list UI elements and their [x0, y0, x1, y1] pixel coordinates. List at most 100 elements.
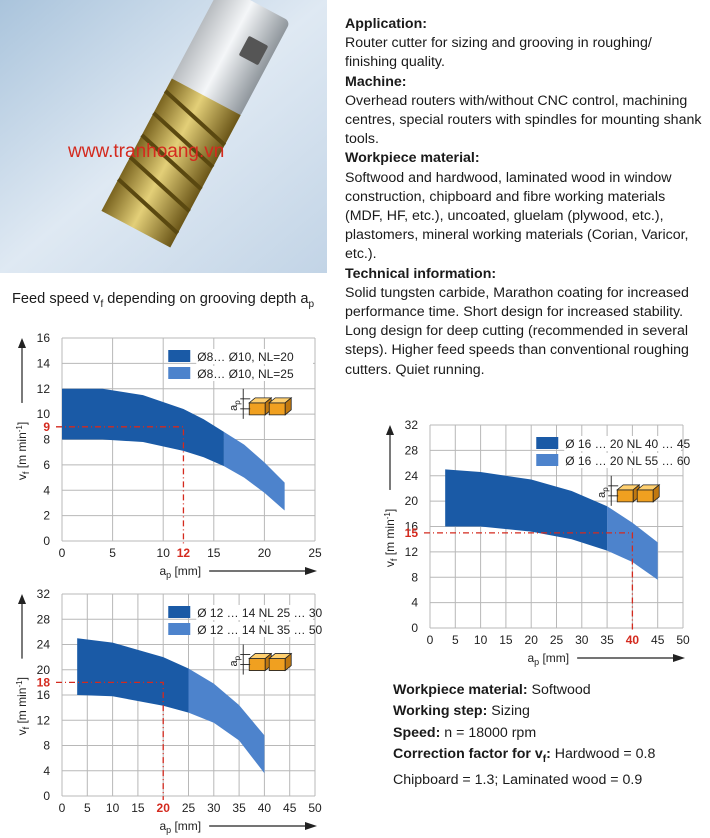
- series-band-dark: [445, 469, 608, 551]
- x-tick-label: 25: [308, 546, 322, 560]
- legend-label: Ø 16 … 20 NL 55 … 60: [565, 454, 690, 468]
- x-tick-label: 0: [59, 801, 66, 815]
- y-tick-label: 12: [37, 713, 51, 727]
- block-front: [268, 658, 286, 671]
- y-tick-label: 24: [37, 638, 51, 652]
- y-tick-label: 32: [37, 587, 51, 601]
- y-tick-label: 20: [37, 663, 51, 677]
- y-tick-label: 12: [37, 382, 51, 396]
- marker-x-label: 12: [177, 546, 191, 560]
- workpiece-icon: ap: [596, 475, 661, 506]
- marker-y-label: 9: [43, 420, 50, 434]
- sizing-info: Workpiece material: Softwood Working ste…: [393, 682, 656, 789]
- y-axis-label: vf [m min-1]: [15, 422, 31, 480]
- y-tick-label: 0: [43, 534, 50, 548]
- x-tick-label: 25: [182, 801, 196, 815]
- block-front: [636, 489, 654, 503]
- marker-x-label-bg: [623, 632, 642, 647]
- y-axis-arrow-head: [18, 338, 26, 348]
- x-tick-label: 15: [207, 546, 221, 560]
- x-tick-label: 0: [59, 546, 66, 560]
- x-tick-label: 50: [676, 633, 690, 647]
- x-tick-label: 30: [575, 633, 589, 647]
- y-tick-label: 0: [411, 621, 418, 635]
- legend-label-bg: [564, 436, 681, 451]
- y-tick-label: 2: [43, 509, 50, 523]
- y-tick-label: 8: [411, 570, 418, 584]
- x-tick-label: 10: [474, 633, 488, 647]
- legend-label: Ø 12 … 14 NL 35 … 50: [197, 623, 322, 637]
- ap-icon-label: ap: [596, 487, 610, 498]
- x-axis-label: ap [mm]: [159, 819, 201, 835]
- marker-y-label: 15: [405, 526, 419, 540]
- y-tick-label: 4: [43, 764, 50, 778]
- series-band-light: [223, 431, 285, 511]
- y-tick-label: 10: [37, 407, 51, 421]
- y-tick-label: 8: [43, 739, 50, 753]
- x-tick-label: 10: [157, 546, 171, 560]
- legend-swatch: [536, 437, 559, 449]
- chart-small-diameter: 0 5 10 15 20 25 0 2 4 6 8 10 12 14 16 9 12 Ø8… Ø10, NL=20…: [15, 331, 322, 580]
- watermark-text: www.tranhoang.vn: [68, 141, 225, 162]
- x-tick-label: 15: [131, 801, 145, 815]
- x-tick-label: 35: [232, 801, 246, 815]
- legend-label-bg: [196, 349, 313, 364]
- x-tick-label: 25: [550, 633, 564, 647]
- series-band-dark: [77, 638, 189, 713]
- legend-swatch: [168, 606, 191, 618]
- x-tick-label: 0: [427, 633, 434, 647]
- y-tick-label: 6: [43, 458, 50, 472]
- x-axis-label: ap [mm]: [159, 564, 201, 580]
- x-tick-label: 45: [651, 633, 665, 647]
- chart-medium-diameter: 051015202530354045500481216202428321820Ø…: [15, 587, 323, 835]
- x-tick-label: 45: [283, 801, 297, 815]
- x-axis-arrow-head: [305, 822, 317, 830]
- y-tick-label: 8: [43, 433, 50, 447]
- ap-icon-label: ap: [228, 655, 242, 666]
- product-photo: [0, 0, 327, 273]
- y-tick-label: 28: [37, 612, 51, 626]
- y-tick-label: 4: [43, 483, 50, 497]
- x-tick-label: 50: [308, 801, 322, 815]
- y-axis-label: vf [m min-1]: [383, 509, 399, 567]
- technical-text: Solid tungsten carbide, Marathon coating…: [345, 284, 689, 378]
- y-tick-label: 20: [405, 494, 419, 508]
- reading-marker-line: [56, 426, 185, 547]
- series-band-light: [188, 668, 265, 774]
- y-tick-label: 28: [405, 443, 419, 457]
- reading-marker-line: [56, 681, 164, 802]
- y-tick-label: 12: [405, 545, 419, 559]
- ap-icon-label: ap: [228, 400, 242, 411]
- block-front: [268, 402, 286, 416]
- description: Application: Router cutter for sizing an…: [345, 15, 705, 380]
- machine-text: Overhead routers with/without CNC contro…: [345, 92, 702, 148]
- marker-x-label-bg: [174, 545, 193, 560]
- marker-x-label-bg: [154, 800, 173, 815]
- y-axis-arrow-head: [18, 594, 26, 604]
- y-tick-label: 16: [37, 331, 51, 345]
- x-tick-label: 40: [258, 801, 272, 815]
- y-axis-arrow-head: [386, 425, 394, 435]
- chart-large-diameter: 051015202530354045500481216202428321540Ø…: [383, 418, 691, 667]
- legend-swatch: [168, 623, 191, 635]
- x-tick-label: 20: [525, 633, 539, 647]
- x-tick-label: 5: [84, 801, 91, 815]
- legend-swatch: [536, 454, 559, 466]
- machine-heading: Machine:: [345, 73, 407, 90]
- legend-label-bg: [196, 366, 313, 381]
- legend-label: Ø 16 … 20 NL 40 … 45: [565, 437, 690, 451]
- marker-x-label: 40: [626, 633, 640, 647]
- legend-label-bg: [564, 453, 681, 468]
- x-tick-label: 30: [207, 801, 221, 815]
- y-tick-label: 14: [37, 356, 51, 370]
- x-axis-arrow-head: [305, 567, 317, 575]
- y-tick-label: 32: [405, 418, 419, 432]
- x-tick-label: 20: [258, 546, 272, 560]
- workpiece-icon: ap: [228, 388, 293, 419]
- legend-label: Ø 12 … 14 NL 25 … 30: [197, 606, 322, 620]
- legend-label-bg: [196, 622, 313, 637]
- legend-label-bg: [196, 605, 313, 620]
- marker-y-label: 18: [37, 675, 51, 689]
- workpiece-heading: Workpiece material:: [345, 150, 480, 167]
- legend-swatch: [168, 367, 191, 379]
